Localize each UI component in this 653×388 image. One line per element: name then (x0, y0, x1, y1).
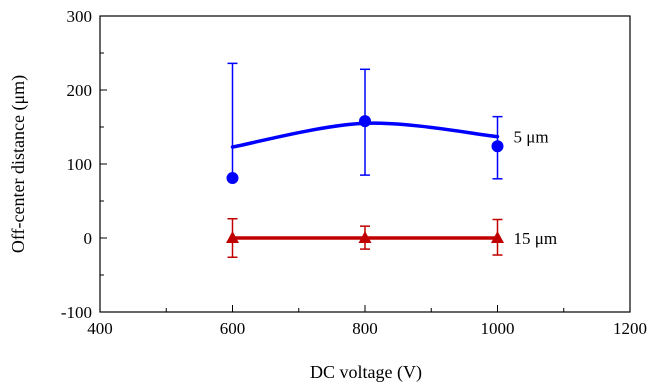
series-label: 15 μm (514, 229, 558, 248)
series-2: 15 μm (226, 218, 558, 258)
data-point (358, 231, 372, 243)
series-layer: 5 μm 15 μm (226, 62, 558, 258)
y-tick-label: -100 (61, 303, 92, 322)
y-axis-label: Off-center distance (μm) (8, 75, 29, 253)
x-tick-label: 800 (352, 319, 378, 338)
data-point (491, 231, 504, 243)
series-1: 5 μm (226, 62, 549, 185)
y-tick-label: 0 (84, 229, 93, 248)
series-label: 5 μm (514, 128, 549, 147)
data-point (491, 140, 504, 153)
y-tick-label: 100 (67, 155, 93, 174)
data-point (226, 172, 239, 185)
y-tick-label: 300 (67, 7, 93, 26)
x-tick-label: 600 (220, 319, 246, 338)
x-axis-label: DC voltage (V) (310, 362, 422, 383)
x-tick-label: 400 (87, 319, 113, 338)
x-tick-label: 1000 (481, 319, 515, 338)
axis-ticks (99, 15, 631, 313)
data-point (359, 115, 371, 128)
y-tick-label: 200 (67, 81, 93, 100)
x-tick-label: 1200 (613, 319, 647, 338)
data-point (226, 231, 239, 243)
axis-tick-labels: 400 600 800 1000 1200 -100 0 100 200 300 (61, 7, 647, 338)
